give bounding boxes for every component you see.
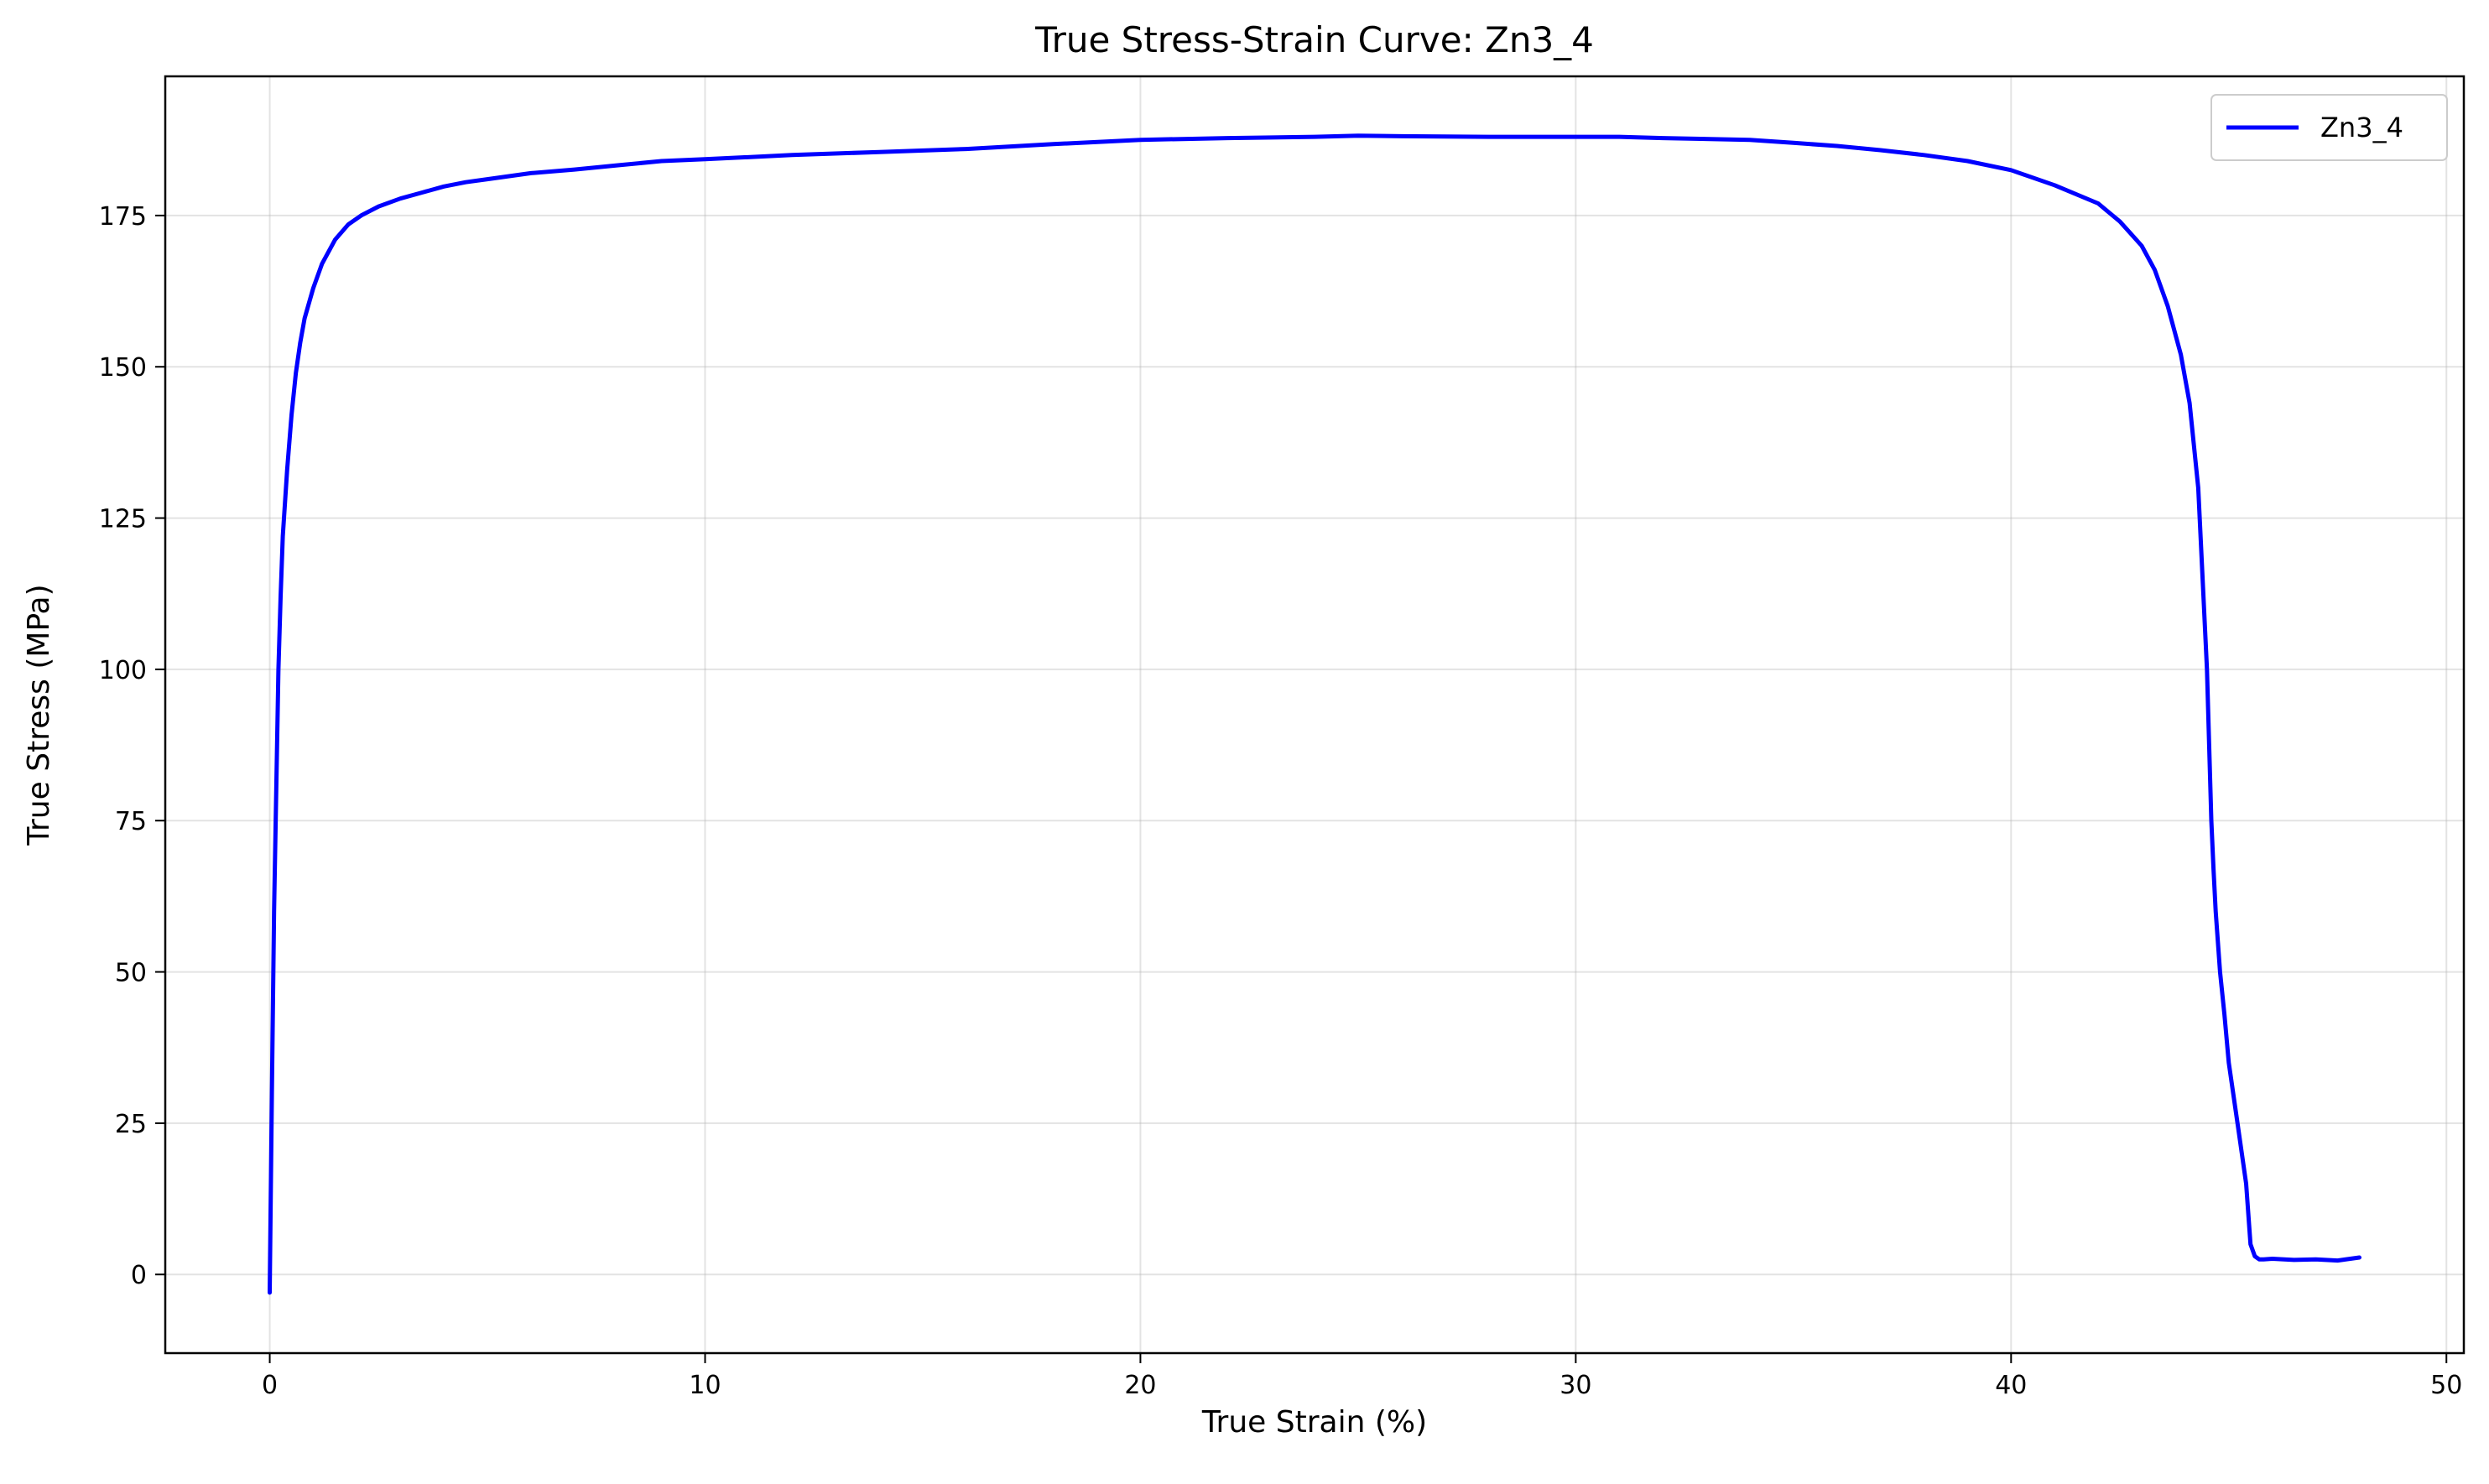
x-tick-label: 30 (1560, 1371, 1591, 1400)
legend-box (2210, 94, 2448, 161)
chart-title: True Stress-Strain Curve: Zn3_4 (1034, 19, 1594, 60)
y-tick-label: 100 (99, 656, 147, 685)
x-tick-label: 0 (262, 1371, 278, 1400)
x-tick-label: 50 (2430, 1371, 2462, 1400)
y-tick-label: 175 (99, 202, 147, 232)
x-tick-label: 40 (1995, 1371, 2027, 1400)
y-axis-label: True Stress (MPa) (22, 584, 56, 846)
legend-entry-label: Zn3_4 (2320, 112, 2403, 143)
plot-area (268, 133, 2361, 1295)
y-axis-ticks: 0 25 50 75 100 125 150 175 (99, 202, 165, 1290)
x-axis-label: True Strain (%) (1201, 1405, 1427, 1440)
y-tick-label: 75 (115, 807, 147, 836)
series-line-Zn3_4 (268, 133, 2361, 1295)
x-axis-ticks: 0 10 20 30 40 50 (262, 1353, 2462, 1400)
y-tick-label: 125 (99, 505, 147, 534)
grid-lines (165, 76, 2464, 1353)
legend: Zn3_4 (2210, 94, 2448, 161)
y-tick-label: 25 (115, 1110, 147, 1139)
x-tick-label: 10 (689, 1371, 721, 1400)
x-tick-label: 20 (1124, 1371, 1156, 1400)
y-tick-label: 0 (131, 1261, 147, 1290)
plot-frame (164, 75, 2466, 1355)
y-tick-label: 150 (99, 353, 147, 383)
y-tick-label: 50 (115, 959, 147, 988)
